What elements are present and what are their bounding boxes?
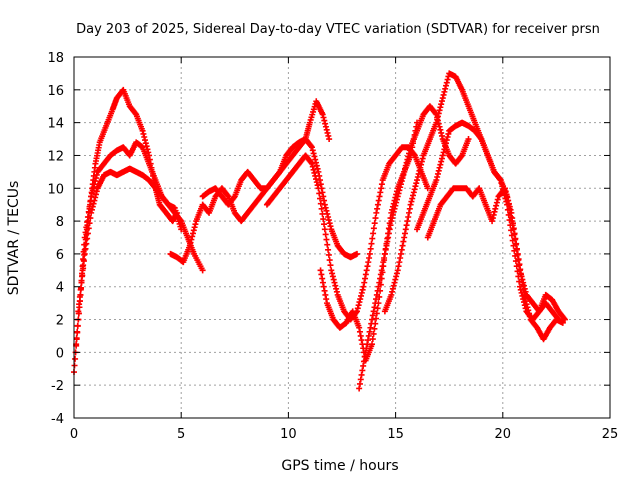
series-trace-5 <box>199 136 361 261</box>
y-tick-label: 12 <box>47 149 64 164</box>
y-tick-label: 0 <box>56 346 64 361</box>
x-tick-label: 25 <box>602 427 619 442</box>
y-tick-label: -2 <box>51 379 64 394</box>
y-tick-label: 6 <box>56 248 64 263</box>
y-tick-label: 16 <box>47 84 64 99</box>
series-trace-3 <box>75 165 206 315</box>
data-points <box>71 70 568 392</box>
x-tick-label: 15 <box>387 427 404 442</box>
series-trace-10 <box>414 119 562 323</box>
series-trace-4 <box>167 98 333 266</box>
grid <box>74 57 610 418</box>
y-tick-label: 14 <box>47 117 64 132</box>
y-tick-label: 18 <box>47 51 64 66</box>
x-tick-label: 0 <box>70 427 78 442</box>
x-tick-label: 10 <box>280 427 297 442</box>
y-tick-label: 4 <box>56 281 64 296</box>
x-tick-label: 5 <box>177 427 185 442</box>
plot-frame <box>73 56 611 419</box>
y-tick-label: 2 <box>56 314 64 329</box>
chart-title: Day 203 of 2025, Sidereal Day-to-day VTE… <box>76 22 600 37</box>
y-axis-label: SDTVAR / TECUs <box>6 181 22 296</box>
y-tick-label: 10 <box>47 182 64 197</box>
series-trace-11 <box>424 185 566 343</box>
y-tick-label: -4 <box>51 412 64 427</box>
axis-ticks: 0 5 10 15 20 25 -4 -2 0 2 4 6 8 10 12 14 16 18 <box>47 51 618 442</box>
x-tick-label: 20 <box>495 427 512 442</box>
x-axis-label: GPS time / hours <box>281 458 398 474</box>
y-tick-label: 8 <box>56 215 64 230</box>
